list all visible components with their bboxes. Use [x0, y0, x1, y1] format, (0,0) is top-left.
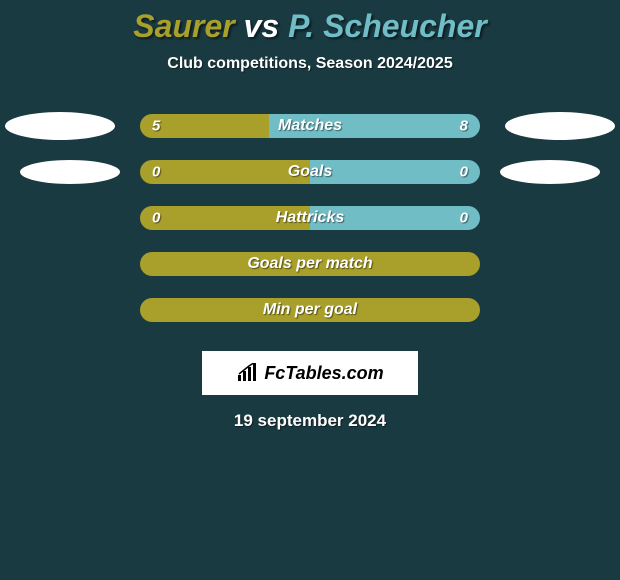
stat-value-left: 0 — [152, 164, 160, 181]
logo-text: FcTables.com — [264, 363, 383, 384]
stat-bar: Goals per match — [140, 252, 480, 276]
stat-value-left: 0 — [152, 210, 160, 227]
stat-row: Goals per match — [0, 241, 620, 287]
subtitle: Club competitions, Season 2024/2025 — [0, 55, 620, 73]
stat-bar: Hattricks 0 0 — [140, 206, 480, 230]
page-title: Saurer vs P. Scheucher — [0, 0, 620, 45]
player-left-name: Saurer — [133, 8, 234, 44]
stat-label: Goals per match — [247, 255, 372, 273]
date-text: 19 september 2024 — [0, 411, 620, 431]
stat-row: Hattricks 0 0 — [0, 195, 620, 241]
stat-label: Min per goal — [263, 301, 357, 319]
stat-row: Goals 0 0 — [0, 149, 620, 195]
player-left-marker — [20, 160, 120, 184]
stat-bar: Matches 5 8 — [140, 114, 480, 138]
stat-bar: Min per goal — [140, 298, 480, 322]
stat-row: Min per goal — [0, 287, 620, 333]
stat-value-right: 0 — [460, 164, 468, 181]
stat-row: Matches 5 8 — [0, 103, 620, 149]
stat-value-right: 8 — [460, 118, 468, 135]
stat-bar-right — [310, 160, 480, 184]
stat-bar-left — [140, 160, 310, 184]
stat-label: Matches — [278, 117, 342, 135]
stat-value-right: 0 — [460, 210, 468, 227]
player-left-marker — [5, 112, 115, 140]
stat-label: Goals — [288, 163, 332, 181]
comparison-chart: Matches 5 8 Goals 0 0 Hattricks 0 0 Goals per mat… — [0, 103, 620, 333]
stat-bar: Goals 0 0 — [140, 160, 480, 184]
stat-value-left: 5 — [152, 118, 160, 135]
vs-text: vs — [244, 8, 280, 44]
chart-icon — [236, 363, 260, 383]
player-right-name: P. Scheucher — [288, 8, 487, 44]
player-right-marker — [505, 112, 615, 140]
logo-box: FcTables.com — [202, 351, 418, 395]
stat-label: Hattricks — [276, 209, 344, 227]
player-right-marker — [500, 160, 600, 184]
